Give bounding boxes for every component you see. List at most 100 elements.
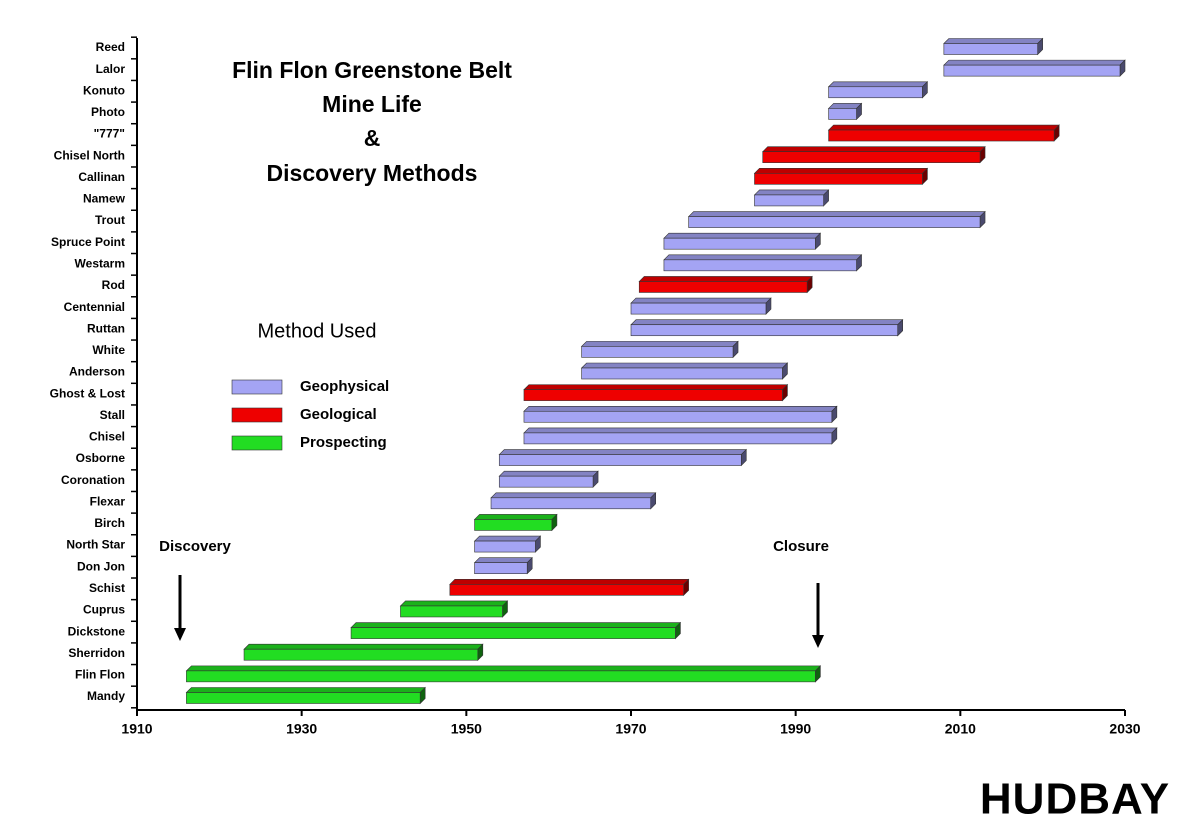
bar-top — [827, 124, 1060, 131]
bar — [663, 237, 816, 250]
category-label: Flexar — [90, 494, 126, 508]
bar-top — [663, 232, 822, 239]
category-label: Photo — [91, 105, 125, 119]
bar — [449, 584, 684, 596]
bar — [490, 497, 651, 510]
arrow-head — [174, 628, 186, 641]
bar — [186, 692, 421, 704]
x-tick-label: 1990 — [780, 721, 811, 737]
bar — [498, 475, 594, 488]
bar — [400, 605, 503, 618]
category-label: Cuprus — [83, 603, 125, 617]
chart-title: & — [364, 125, 381, 151]
category-label: White — [92, 343, 125, 357]
bar-top — [580, 362, 789, 369]
bar-top — [663, 254, 863, 261]
legend-label: Prospecting — [300, 434, 387, 451]
bar — [754, 173, 923, 185]
bar-top — [827, 103, 863, 109]
bar — [754, 194, 824, 207]
category-label: Don Jon — [77, 559, 125, 573]
category-label: Trout — [95, 213, 125, 227]
bar — [474, 519, 553, 531]
category-label: Mandy — [87, 689, 125, 703]
category-label: Flin Flon — [75, 668, 125, 682]
bar-top — [473, 514, 558, 520]
annotation: Discovery — [159, 538, 231, 555]
chart-title: Discovery Methods — [267, 160, 478, 186]
legend-title: Method Used — [258, 320, 377, 342]
x-tick-label: 1930 — [286, 721, 317, 737]
legend-swatch — [231, 407, 283, 423]
legend-label: Geological — [300, 406, 377, 423]
bar — [523, 410, 833, 423]
category-label: Ruttan — [87, 321, 125, 335]
bar — [350, 627, 676, 639]
legend-swatch — [231, 435, 283, 451]
category-label: Coronation — [61, 473, 125, 487]
category-label: Rod — [102, 278, 125, 292]
bar-top — [630, 319, 904, 326]
bar — [630, 324, 899, 337]
x-tick-label: 1970 — [615, 721, 646, 737]
x-tick-label: 2030 — [1109, 721, 1140, 737]
bar — [581, 367, 783, 380]
bar-top — [638, 276, 813, 282]
bar-top — [523, 427, 838, 434]
bar-top — [185, 687, 426, 693]
bar — [762, 151, 981, 163]
chart-title: Mine Life — [322, 91, 422, 117]
category-label: Konuto — [83, 83, 125, 97]
bar — [523, 432, 833, 445]
category-label: Ghost & Lost — [50, 386, 125, 400]
x-tick-label: 2010 — [945, 721, 976, 737]
bar-top — [523, 384, 789, 390]
category-label: Reed — [96, 40, 125, 54]
category-label: Anderson — [69, 365, 125, 379]
legend-label: Geophysical — [300, 378, 389, 395]
bar-top — [762, 146, 986, 152]
bar-top — [185, 665, 822, 672]
bar-top — [350, 622, 682, 628]
bar-top — [498, 470, 599, 477]
bar — [638, 281, 808, 293]
bar-top — [449, 579, 690, 585]
bar — [186, 670, 816, 683]
logo: HUDBAY — [980, 775, 1170, 824]
bar — [688, 216, 981, 228]
bar-top — [687, 211, 986, 217]
legend-swatch — [231, 379, 283, 395]
bar — [828, 86, 923, 99]
category-label: Chisel — [89, 430, 125, 444]
category-label: Sherridon — [68, 646, 125, 660]
bar-top — [943, 59, 1126, 66]
bar — [943, 43, 1038, 55]
chart-title: Flin Flon Greenstone Belt — [232, 57, 512, 83]
bar-top — [753, 168, 929, 174]
bar-top — [473, 535, 542, 542]
bar-top — [473, 557, 533, 564]
bar — [943, 64, 1121, 77]
bar-top — [580, 341, 739, 347]
bar — [828, 108, 857, 120]
category-label: Dickstone — [68, 624, 126, 638]
category-label: Westarm — [75, 257, 125, 271]
category-label: Schist — [89, 581, 125, 595]
category-label: Spruce Point — [51, 235, 125, 249]
x-tick-label: 1950 — [451, 721, 482, 737]
category-label: Chisel North — [54, 148, 125, 162]
bar — [663, 259, 857, 272]
category-label: Lalor — [96, 62, 126, 76]
x-tick-label: 1910 — [121, 721, 152, 737]
bar-top — [523, 405, 838, 412]
arrow-head — [812, 635, 824, 648]
category-label: Birch — [94, 516, 125, 530]
category-label: Namew — [83, 192, 126, 206]
bar — [581, 346, 734, 358]
bar-top — [753, 189, 830, 196]
bar — [474, 562, 528, 575]
bar — [243, 648, 479, 661]
bar-top — [498, 449, 747, 455]
bar — [523, 389, 783, 401]
